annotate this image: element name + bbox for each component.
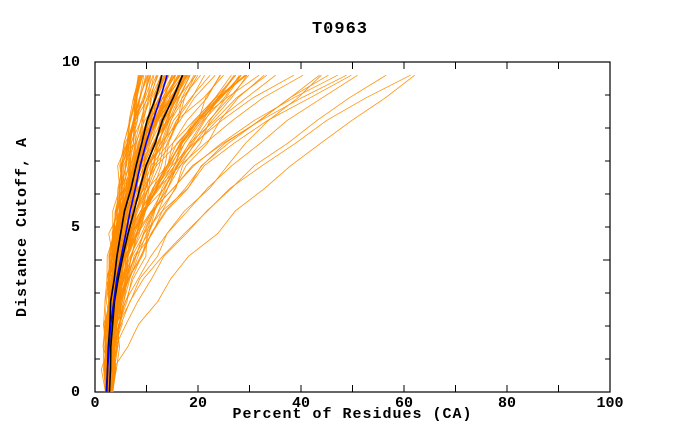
y-tick-label-10: 10 (50, 54, 80, 71)
x-tick-label-20: 20 (183, 395, 213, 412)
x-axis-label: Percent of Residues (CA) (95, 406, 610, 423)
model-prediction-curves[interactable] (101, 75, 414, 392)
x-tick-label-0: 0 (80, 395, 110, 412)
model-prediction-curve[interactable] (111, 75, 338, 392)
y-axis-label: Distance Cutoff, A (14, 62, 34, 392)
x-tick-label-80: 80 (492, 395, 522, 412)
y-tick-label-5: 5 (50, 219, 80, 236)
y-tick-label-0: 0 (50, 384, 80, 401)
plot-area[interactable] (95, 62, 610, 392)
x-tick-label-40: 40 (286, 395, 316, 412)
chart-title: T0963 (0, 20, 680, 39)
chart-container: T0963 Distance Cutoff, A Percent of Resi… (0, 0, 680, 440)
x-tick-label-100: 100 (595, 395, 625, 412)
model-prediction-curve[interactable] (109, 75, 319, 392)
x-tick-label-60: 60 (389, 395, 419, 412)
